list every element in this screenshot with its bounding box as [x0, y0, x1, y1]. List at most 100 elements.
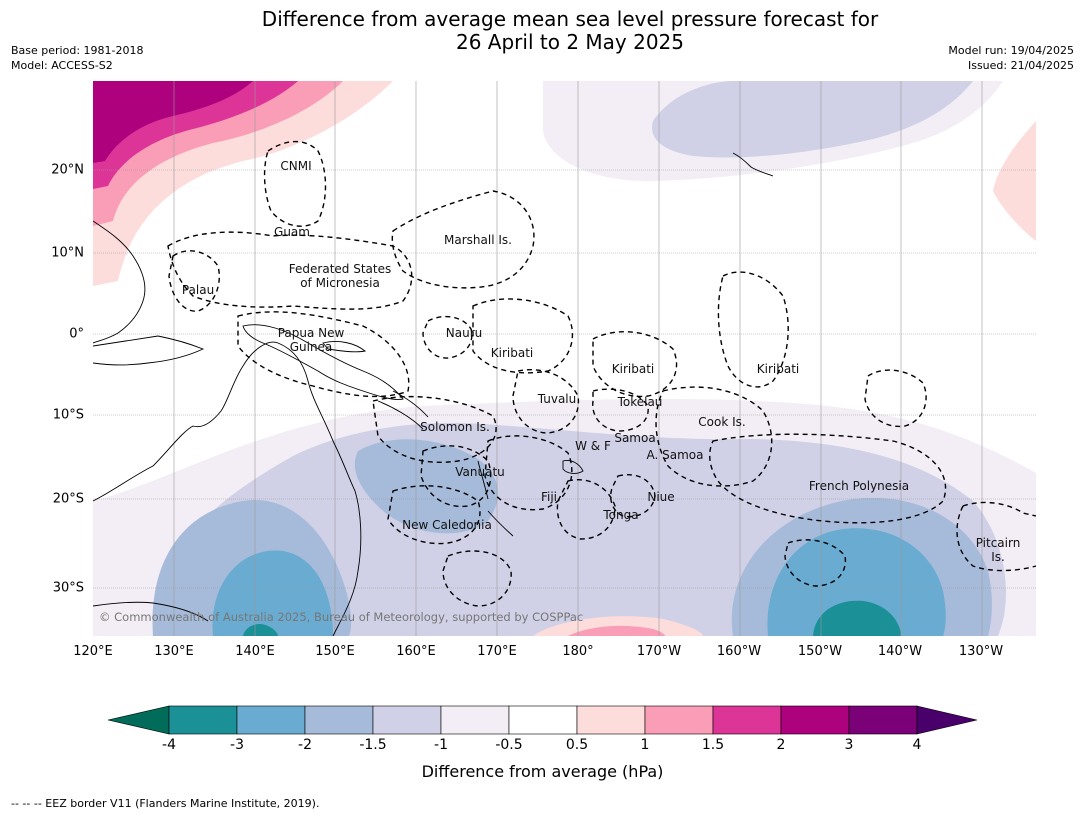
title-line-2: 26 April to 2 May 2025 — [456, 30, 684, 54]
issued-date: Issued: 21/04/2025 — [967, 59, 1074, 72]
meta-right: Model run: 19/04/2025 Issued: 21/04/2025 — [948, 43, 1074, 73]
solomon-label: Solomon Is. — [420, 420, 490, 434]
eez-pitcairn — [956, 501, 1036, 572]
base-period: Base period: 1981-2018 — [11, 44, 144, 57]
eez-legend-note: -- -- -- EEZ border V11 (Flanders Marine… — [11, 797, 320, 810]
lon-tick: 150°E — [315, 644, 355, 659]
field-pinkmid-south — [568, 625, 665, 636]
meta-left: Base period: 1981-2018 Model: ACCESS-S2 — [11, 43, 143, 73]
lon-tick: 140°W — [877, 644, 923, 659]
field-pink-ne — [993, 121, 1036, 241]
model-run: Model run: 19/04/2025 — [948, 44, 1074, 57]
eez-cook — [655, 386, 773, 487]
colorbar-tick: -1.5 — [359, 737, 387, 753]
asamoa-label: A. Samoa — [646, 448, 704, 462]
lon-tick: 180° — [562, 644, 594, 659]
eez-fiji — [484, 435, 573, 511]
coast-philippines — [93, 220, 146, 344]
lat-tick: 20°N — [51, 162, 84, 178]
eez-new-caledonia — [387, 485, 481, 545]
graticule — [93, 81, 1036, 636]
lon-tick: 160°W — [716, 644, 762, 659]
field-teal-west — [243, 624, 278, 636]
map-title: Difference from average mean sea level p… — [0, 8, 1085, 54]
lat-tick: 30°S — [52, 580, 84, 596]
frenchpoly-label: French Polynesia — [808, 479, 910, 493]
eez-kiribati-east — [717, 271, 789, 388]
model-name: Model: ACCESS-S2 — [11, 59, 113, 72]
guam-label: Guam — [274, 225, 310, 239]
field-darkmagenta-nw — [93, 81, 253, 163]
eez-east-ring — [864, 369, 927, 428]
title-line-1: Difference from average mean sea level p… — [261, 7, 879, 31]
eez-tuvalu — [512, 369, 580, 434]
colorbar-segment — [644, 705, 714, 735]
eez-kiribati-west — [472, 298, 574, 374]
coast-new-caledonia — [487, 510, 514, 537]
lon-tick: 120°E — [73, 644, 113, 659]
eez-tokelau — [592, 388, 649, 432]
eez-tonga — [556, 479, 616, 540]
colorbar-tick: -3 — [230, 737, 244, 753]
eez-pink-ring — [784, 539, 847, 587]
cook-label: Cook Is. — [698, 415, 746, 429]
colorbar-tick: 3 — [844, 737, 854, 753]
tokelau-label: Tokelau — [617, 395, 663, 409]
png-label: Papua New Guinea — [277, 326, 345, 354]
colorbar-tick: 4 — [912, 737, 922, 753]
colorbar-segment — [168, 705, 238, 735]
colorbar-tick: 1 — [640, 737, 650, 753]
vanuatu-label: Vanuatu — [455, 465, 505, 479]
coast-png — [242, 324, 404, 400]
coast-solomons — [377, 390, 429, 430]
colorbar-tick: 0.5 — [565, 737, 589, 753]
colorbar-segment — [576, 705, 646, 735]
colorbar-segment — [848, 705, 918, 735]
eez-south-ring — [442, 550, 512, 607]
eez-niue — [610, 474, 656, 518]
samoa-label: Samoa — [614, 431, 656, 445]
lon-tick: 170°W — [636, 644, 682, 659]
cnmi-label: CNMI — [280, 159, 312, 173]
colorbar-segment — [712, 705, 782, 735]
eez-fsm — [167, 231, 413, 310]
eez-marshall — [391, 190, 535, 289]
colorbar-label: Difference from average (hPa) — [421, 762, 664, 781]
colorbar-under-arrow — [107, 705, 170, 735]
field-teal-east — [813, 600, 901, 636]
field-blue-west — [212, 550, 333, 636]
fiji-label: Fiji — [540, 490, 558, 504]
map-svg — [93, 81, 1036, 636]
eez-vanuatu — [420, 445, 492, 508]
colorbar-segment — [304, 705, 374, 735]
lat-tick: 20°S — [52, 491, 84, 507]
lat-tick: 10°N — [51, 245, 84, 261]
eez-palau — [168, 250, 220, 312]
colorbar — [107, 705, 978, 735]
coast-vanuatu — [477, 460, 489, 500]
lon-tick: 150°W — [797, 644, 843, 659]
coast-new-britain — [322, 340, 367, 353]
eez-png — [237, 311, 410, 398]
colorbar-tick: 2 — [776, 737, 786, 753]
colorbar-over-arrow — [916, 705, 978, 735]
colorbar-tick: -2 — [298, 737, 312, 753]
eez-solomon — [372, 395, 497, 463]
fsm-label: Federated States of Micronesia — [288, 262, 392, 290]
colorbar-tick: -0.5 — [495, 737, 523, 753]
lon-tick: 130°E — [154, 644, 194, 659]
niue-label: Niue — [647, 490, 675, 504]
colorbar-tick: -1 — [434, 737, 448, 753]
eez-cnmi — [263, 140, 327, 227]
coast-australia — [93, 341, 362, 636]
eez-french-poly — [709, 433, 947, 524]
kiribati-central-label: Kiribati — [611, 362, 655, 376]
colorbar-segment — [372, 705, 442, 735]
palau-label: Palau — [181, 283, 215, 297]
lat-tick: 0° — [69, 326, 84, 342]
lon-tick: 160°E — [396, 644, 436, 659]
colorbar-segment — [780, 705, 850, 735]
copyright-notice: © Commonwealth of Australia 2025, Bureau… — [99, 610, 584, 624]
wf-label: W & F — [575, 439, 611, 453]
tonga-label: Tonga — [603, 508, 639, 522]
